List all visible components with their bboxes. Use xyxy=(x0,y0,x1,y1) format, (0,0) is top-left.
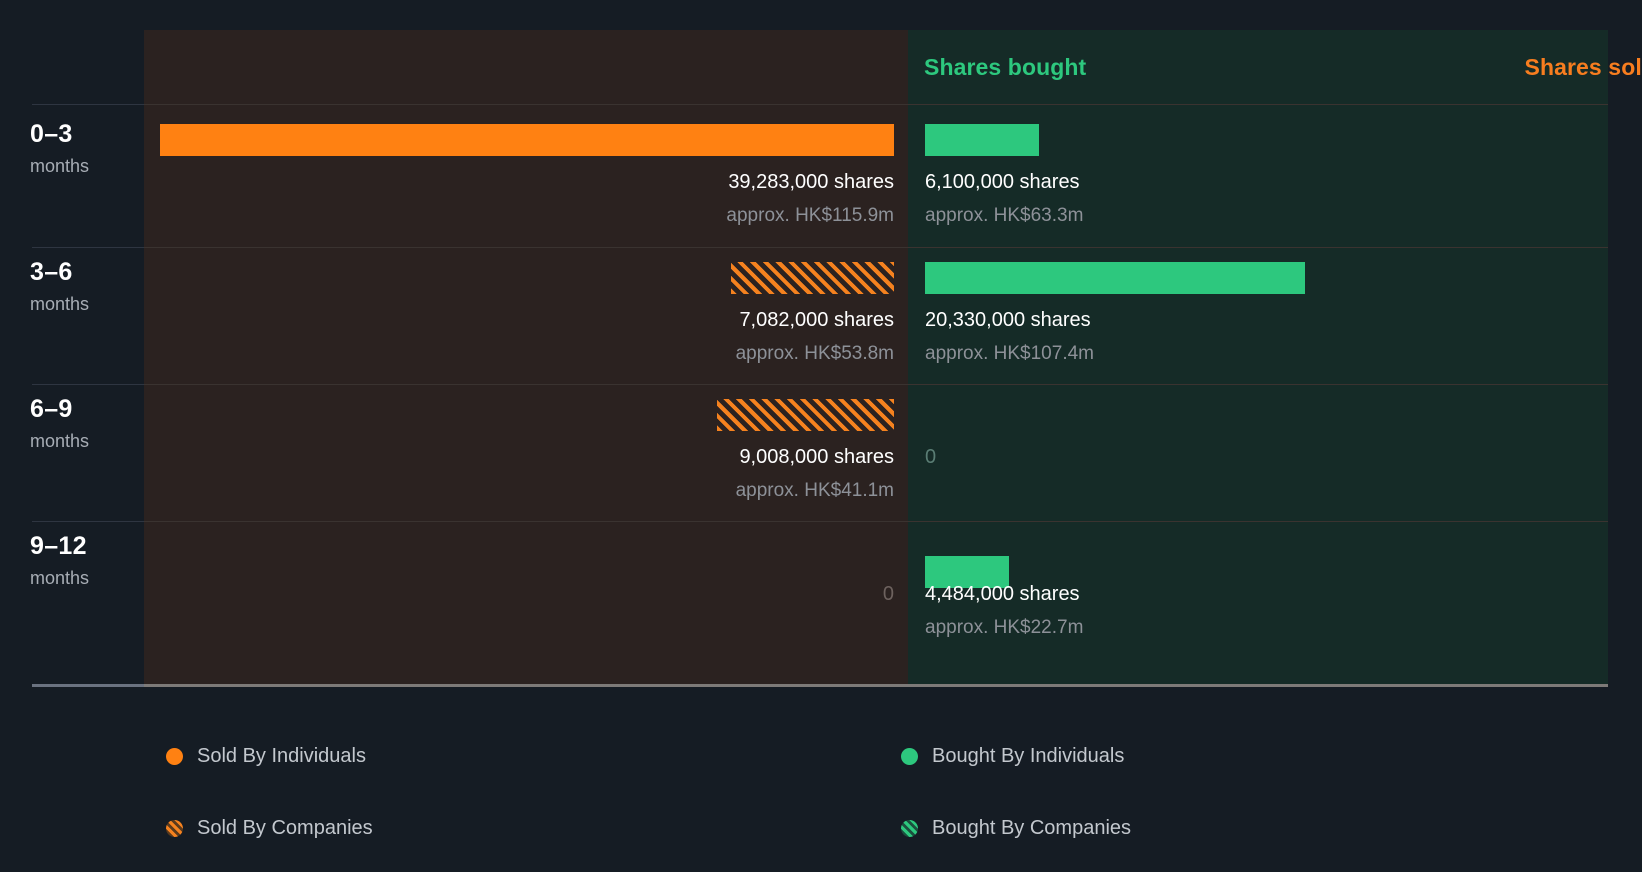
values-sold-row-0: 39,283,000 shares approx. HK$115.9m xyxy=(160,170,894,227)
sold-shares-value: 39,283,000 shares xyxy=(728,171,894,193)
row-divider-left xyxy=(32,247,144,248)
row-unit: months xyxy=(30,568,90,588)
circle-swatch-green-icon xyxy=(901,748,918,765)
values-sold-row-3: 0 xyxy=(160,582,894,606)
legend-label: Bought By Individuals xyxy=(932,745,1125,767)
bought-approx-value: approx. HK$22.7m xyxy=(925,617,1084,638)
legend-item-sold-individuals[interactable]: Sold By Individuals xyxy=(166,745,366,768)
row-divider xyxy=(32,247,1608,248)
row-range: 0–3 xyxy=(30,120,73,148)
values-sold-row-1: 7,082,000 shares approx. HK$53.8m xyxy=(160,308,894,365)
row-divider-left xyxy=(32,104,144,105)
values-sold-row-2: 9,008,000 shares approx. HK$41.1m xyxy=(160,445,894,502)
row-range: 3–6 xyxy=(30,258,73,286)
circle-swatch-orange-icon xyxy=(166,748,183,765)
values-bought-row-2: 0 xyxy=(925,445,1593,469)
row-divider xyxy=(32,104,1608,105)
bar-bought-individuals[interactable] xyxy=(925,124,1039,156)
row-range: 6–9 xyxy=(30,395,73,423)
bar-bought-row-1[interactable] xyxy=(925,262,1593,294)
row-divider xyxy=(32,384,1608,385)
sold-shares-value: 9,008,000 shares xyxy=(739,446,894,468)
row-unit: months xyxy=(30,294,90,314)
legend-item-sold-companies[interactable]: Sold By Companies xyxy=(166,817,373,840)
sold-zero-value: 0 xyxy=(882,583,894,605)
bar-sold-row-0[interactable] xyxy=(160,124,894,156)
row-unit: months xyxy=(30,431,90,451)
bought-approx-value: approx. HK$63.3m xyxy=(925,205,1084,226)
values-bought-row-3: 4,484,000 shares approx. HK$22.7m xyxy=(925,582,1593,639)
sold-approx-value: approx. HK$41.1m xyxy=(735,480,894,501)
row-label-3-6: 3–6 months xyxy=(30,258,142,314)
bar-sold-companies[interactable] xyxy=(717,399,894,431)
row-label-9-12: 9–12 months xyxy=(30,532,142,588)
bar-bought-row-3[interactable] xyxy=(925,556,1593,588)
sold-approx-value: approx. HK$53.8m xyxy=(735,343,894,364)
values-bought-row-1: 20,330,000 shares approx. HK$107.4m xyxy=(925,308,1593,365)
legend-label: Sold By Individuals xyxy=(197,745,366,767)
sold-shares-value: 7,082,000 shares xyxy=(739,309,894,331)
row-divider-left xyxy=(32,521,144,522)
row-unit: months xyxy=(30,156,90,176)
circle-swatch-green-hatch-icon xyxy=(901,820,918,837)
bar-bought-row-0[interactable] xyxy=(925,124,1593,156)
legend-item-bought-individuals[interactable]: Bought By Individuals xyxy=(901,745,1124,768)
sold-approx-value: approx. HK$115.9m xyxy=(726,205,894,226)
chart-legend: Sold By Individuals Bought By Individual… xyxy=(0,700,1642,872)
bar-sold-individuals[interactable] xyxy=(160,124,894,156)
axis-baseline-left xyxy=(32,684,144,687)
header-shares-bought: Shares bought xyxy=(924,54,1087,80)
header-shares-sold: Shares sold xyxy=(1524,54,1642,80)
bought-approx-value: approx. HK$107.4m xyxy=(925,343,1094,364)
row-divider-left xyxy=(32,384,144,385)
legend-label: Bought By Companies xyxy=(932,817,1132,839)
bar-sold-companies[interactable] xyxy=(731,262,894,294)
axis-baseline xyxy=(32,684,1608,687)
bar-bought-individuals[interactable] xyxy=(925,262,1305,294)
bar-sold-row-2[interactable] xyxy=(160,399,894,431)
legend-item-bought-companies[interactable]: Bought By Companies xyxy=(901,817,1131,840)
bar-bought-individuals[interactable] xyxy=(925,556,1009,588)
row-label-6-9: 6–9 months xyxy=(30,395,142,451)
legend-label: Sold By Companies xyxy=(197,817,373,839)
row-label-0-3: 0–3 months xyxy=(30,120,142,176)
row-divider xyxy=(32,521,1608,522)
circle-swatch-orange-hatch-icon xyxy=(166,820,183,837)
bought-zero-value: 0 xyxy=(925,446,937,468)
bought-shares-value: 20,330,000 shares xyxy=(925,309,1091,331)
values-bought-row-0: 6,100,000 shares approx. HK$63.3m xyxy=(925,170,1593,227)
chart-header: Shares sold Shares bought xyxy=(144,30,1642,104)
bar-sold-row-1[interactable] xyxy=(160,262,894,294)
bought-shares-value: 6,100,000 shares xyxy=(925,171,1080,193)
row-range: 9–12 xyxy=(30,532,87,560)
bought-shares-value: 4,484,000 shares xyxy=(925,583,1080,605)
